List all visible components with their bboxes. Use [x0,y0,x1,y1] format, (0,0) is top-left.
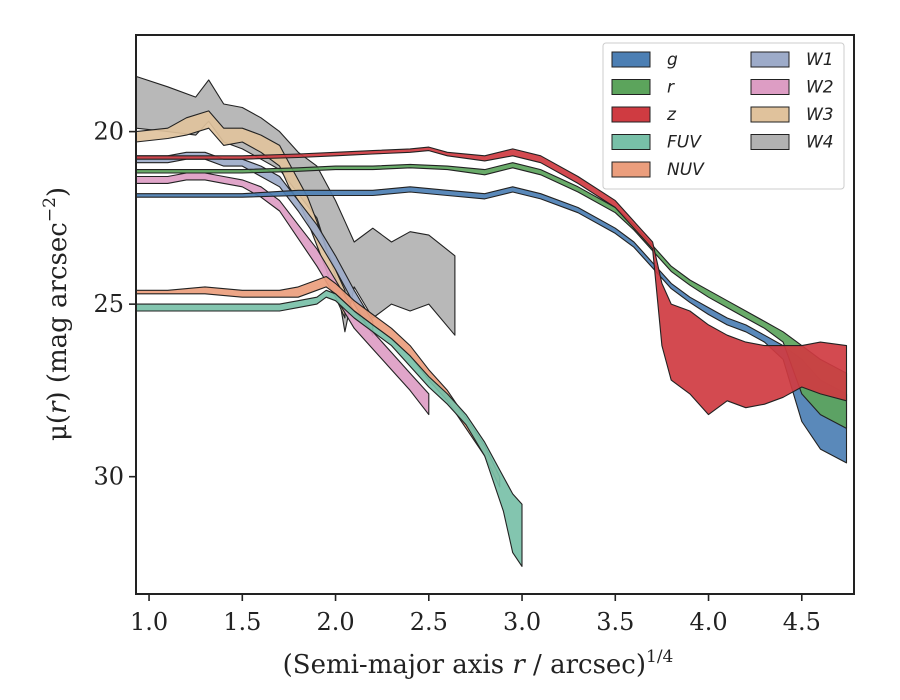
x-tick-label: 3.5 [596,608,634,636]
x-axis: 1.0 1.5 2.0 2.5 3.0 3.5 4.0 4.5 [130,594,821,636]
y-axis-title: μ(r) (mag arcsec−2) [40,187,73,441]
series-band-w4 [135,75,456,336]
legend-swatch-g [611,51,651,68]
legend-label-w2: W2 [806,78,834,98]
series-band-fuv [135,289,523,567]
legend: grz FUV NUV W1 W2 W3 W4 [602,42,845,190]
y-tick-label: 30 [93,463,124,491]
series-band-w2 [135,172,430,416]
legend-label-g: g [667,50,678,70]
plot-frame [135,34,855,595]
series-band-w3 [135,110,346,319]
legend-label-w4: W4 [806,133,834,153]
x-tick-label: 4.0 [689,608,727,636]
legend-label-z: z [666,105,677,125]
y-axis: 20 25 30 [93,118,136,491]
y-tick-label: 25 [93,290,124,318]
legend-swatch-w2 [750,79,790,95]
x-axis-title: (Semi-major axis r / arcsec)1/4 [283,647,674,680]
x-tick-label: 1.0 [130,608,168,636]
x-tick-label: 2.5 [410,608,448,636]
legend-label-w1: W1 [806,50,834,70]
x-tick-label: 1.5 [223,608,261,636]
legend-label-w3: W3 [806,105,834,125]
legend-swatch-r [611,79,651,95]
legend-swatch-w1 [750,51,790,68]
legend-swatch-z [611,106,651,123]
legend-label-nuv: NUV [667,160,705,180]
series-band-r [135,162,848,429]
legend-swatch-w3 [750,106,790,123]
legend-label-r: r [667,78,675,98]
legend-swatch-w4 [750,134,790,150]
plot-area [135,75,848,567]
y-tick-label: 20 [93,118,124,146]
legend-label-fuv: FUV [667,133,702,153]
x-tick-label: 3.0 [503,608,541,636]
legend-swatch-fuv [611,134,651,150]
series-band-g [135,186,848,464]
series-band-z [135,146,848,416]
x-tick-label: 2.0 [316,608,354,636]
x-tick-label: 4.5 [783,608,821,636]
legend-swatch-nuv [611,161,651,178]
